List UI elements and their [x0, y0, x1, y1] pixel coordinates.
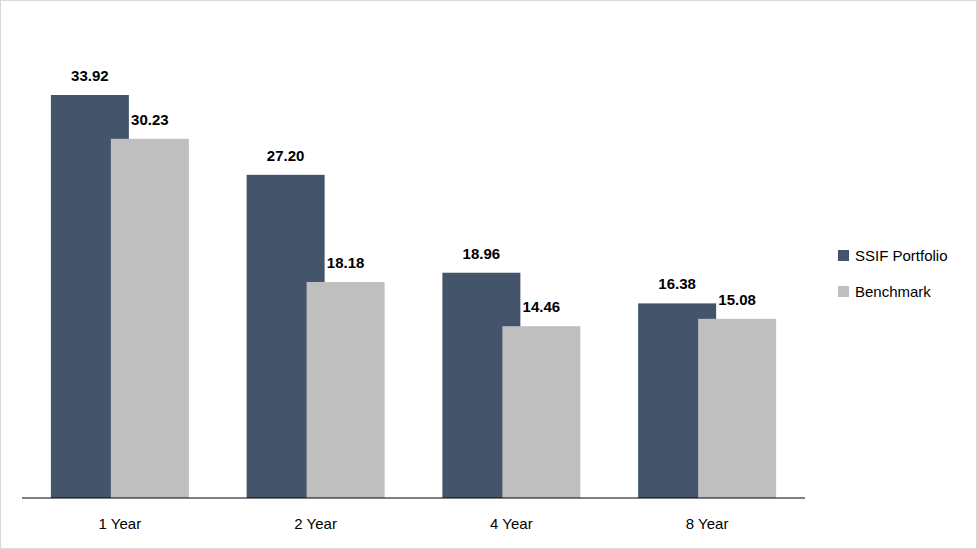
bar	[502, 326, 580, 498]
legend-swatch	[838, 250, 849, 261]
data-label: 33.92	[71, 67, 109, 84]
data-label: 16.38	[658, 275, 696, 292]
legend-label: SSIF Portfolio	[855, 247, 948, 264]
x-tick-label: 8 Year	[686, 515, 729, 532]
x-axis	[22, 497, 805, 498]
legend-label: Benchmark	[855, 283, 931, 300]
data-label: 15.08	[718, 291, 756, 308]
bar	[111, 139, 189, 498]
bar	[698, 319, 776, 498]
data-label: 18.18	[327, 254, 365, 271]
bar	[307, 282, 385, 498]
legend-swatch	[838, 286, 849, 297]
bars	[51, 95, 776, 498]
x-tick-label: 1 Year	[99, 515, 142, 532]
data-labels: 33.92 27.20 18.96 16.38 30.23 18.18 14.46 15.08	[71, 67, 756, 315]
data-label: 18.96	[463, 245, 501, 262]
x-tick-label: 2 Year	[294, 515, 337, 532]
data-label: 30.23	[131, 111, 169, 128]
data-label: 14.46	[523, 298, 561, 315]
data-label: 27.20	[267, 147, 305, 164]
legend: SSIF Portfolio Benchmark	[838, 247, 948, 300]
frame	[1, 1, 977, 549]
x-tick-label: 4 Year	[490, 515, 533, 532]
chart: 33.92 27.20 18.96 16.38 30.23 18.18 14.46 15.08…	[0, 0, 977, 549]
